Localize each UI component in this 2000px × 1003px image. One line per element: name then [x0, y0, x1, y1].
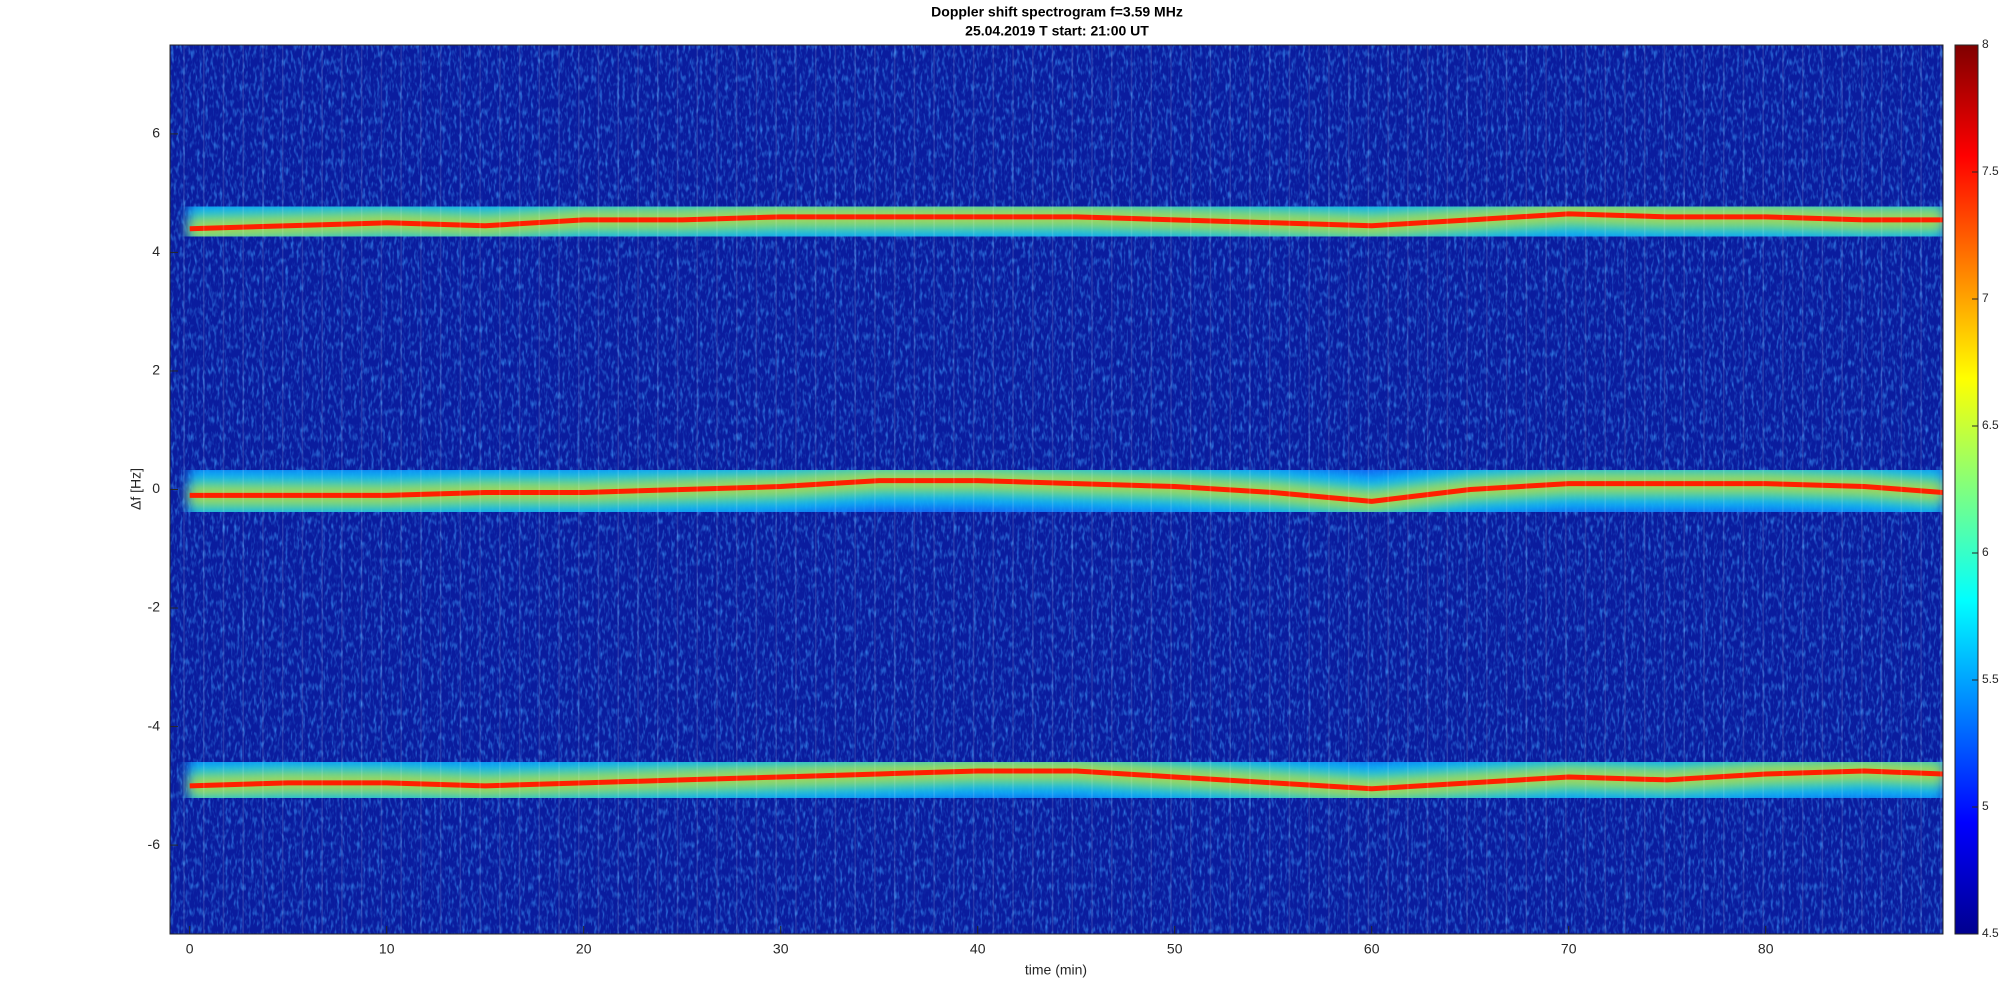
colorbar-tick-label: 6.5 [1982, 418, 1999, 432]
y-axis-label: Δf [Hz] [128, 468, 144, 510]
bands [183, 45, 1943, 934]
colorbar-tick-label: 4.5 [1982, 926, 1999, 940]
x-tick-label: 50 [1167, 941, 1183, 957]
colorbar-tick-label: 7.5 [1982, 164, 1999, 178]
colorbar-tick-label: 6 [1982, 545, 1989, 559]
band-trace [189, 211, 1943, 232]
x-tick-label: 30 [773, 941, 789, 957]
x-tick-label: 10 [379, 941, 395, 957]
y-tick-label: -2 [148, 599, 161, 615]
colorbar-tick-label: 5 [1982, 799, 1989, 813]
colorbar-tick-label: 5.5 [1982, 672, 1999, 686]
y-tick-label: 2 [152, 362, 160, 378]
y-tick-label: -6 [148, 836, 161, 852]
y-tick-label: 6 [152, 125, 160, 141]
x-tick-label: 20 [576, 941, 592, 957]
band-trace [189, 478, 1943, 504]
x-axis-label: time (min) [1025, 962, 1087, 978]
colorbar-tick-label: 7 [1982, 291, 1989, 305]
x-tick-label: 60 [1364, 941, 1380, 957]
x-tick-label: 80 [1758, 941, 1774, 957]
colorbar [1954, 44, 1979, 935]
colorbar-tick-label: 8 [1982, 37, 1989, 51]
y-tick-label: 0 [152, 480, 160, 496]
x-tick-label: 40 [970, 941, 986, 957]
band-trace [189, 768, 1943, 792]
y-tick-label: 4 [152, 243, 160, 259]
x-tick-label: 0 [186, 941, 194, 957]
y-tick-label: -4 [148, 717, 161, 733]
x-tick-label: 70 [1561, 941, 1577, 957]
chart-title: Doppler shift spectrogram f=3.59 MHz [931, 4, 1183, 20]
chart-subtitle: 25.04.2019 T start: 21:00 UT [965, 23, 1149, 39]
